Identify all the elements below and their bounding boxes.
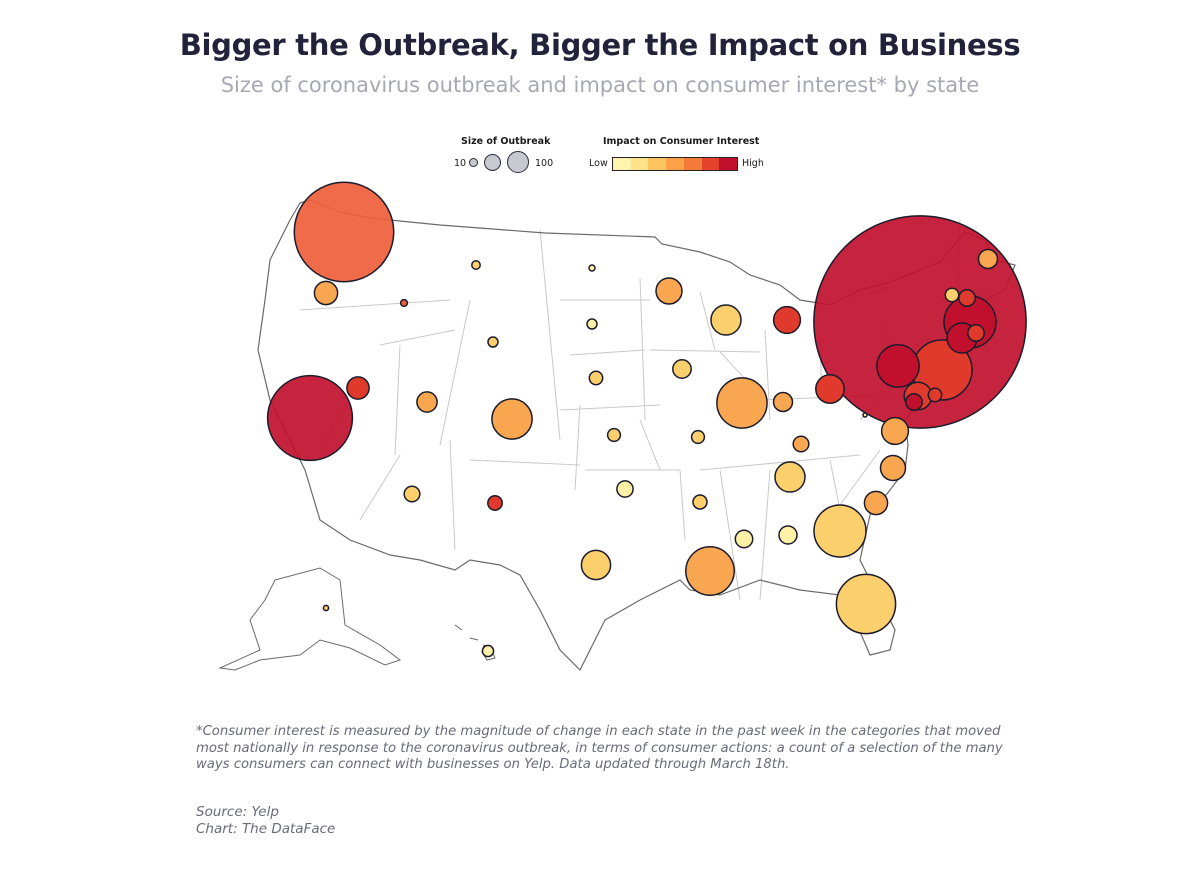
bubble-az[interactable]: [403, 485, 421, 503]
color-ramp-step-6: [701, 158, 720, 170]
color-ramp-step-7: [719, 158, 738, 170]
bubble-wi[interactable]: [710, 304, 742, 336]
bubble-or[interactable]: [313, 280, 339, 306]
bubble-mi[interactable]: [772, 305, 802, 335]
bubble-wy[interactable]: [487, 336, 499, 348]
bubble-pa[interactable]: [876, 344, 920, 388]
chart-subtitle: Size of coronavirus outbreak and impact …: [220, 73, 980, 97]
us-outline: [257, 199, 1016, 672]
bubble-layer: [266, 181, 1027, 658]
bubble-ak[interactable]: [322, 604, 330, 612]
bubble-wa[interactable]: [293, 181, 395, 283]
color-legend-low-label: Low: [589, 158, 608, 169]
color-ramp-step-5: [683, 158, 702, 170]
bubble-fl[interactable]: [835, 573, 897, 635]
bubble-ca[interactable]: [266, 374, 354, 462]
bubble-sc[interactable]: [863, 490, 889, 516]
color-ramp-step-4: [666, 158, 684, 170]
bubble-wv[interactable]: [862, 412, 868, 418]
chart-credit: Chart: The DataFace: [196, 821, 336, 837]
bubble-ks[interactable]: [606, 427, 622, 443]
bubble-ga[interactable]: [813, 504, 867, 558]
bubble-ar[interactable]: [692, 494, 708, 510]
size-legend-medium-circle: [484, 154, 501, 171]
bubble-tx[interactable]: [580, 549, 612, 581]
bubble-nm[interactable]: [487, 495, 503, 511]
bubble-ms[interactable]: [734, 529, 754, 549]
bubble-al[interactable]: [778, 525, 798, 545]
size-legend-min-label: 10: [454, 158, 467, 169]
bubble-il[interactable]: [716, 377, 768, 429]
size-legend-max-label: 100: [535, 158, 554, 169]
alaska-outline: [218, 567, 402, 671]
bubble-ok[interactable]: [616, 480, 634, 498]
bubble-mt[interactable]: [471, 260, 481, 270]
bubble-in[interactable]: [772, 391, 794, 413]
color-legend-title: Impact on Consumer Interest: [603, 136, 760, 147]
bubble-id[interactable]: [399, 298, 409, 308]
bubble-hi[interactable]: [481, 644, 495, 658]
bubble-ut[interactable]: [416, 391, 438, 413]
footnote: *Consumer interest is measured by the ma…: [196, 724, 1003, 772]
bubble-sd[interactable]: [586, 318, 598, 330]
bubble-tn[interactable]: [774, 461, 806, 493]
color-legend-high-label: High: [742, 158, 764, 169]
bubble-nc[interactable]: [879, 454, 907, 482]
bubble-vt[interactable]: [944, 287, 960, 303]
bubble-me[interactable]: [977, 248, 999, 270]
bubble-nv[interactable]: [346, 376, 370, 400]
bubble-ri[interactable]: [967, 324, 985, 342]
bubble-co[interactable]: [491, 398, 533, 440]
bubble-la[interactable]: [685, 546, 735, 596]
size-legend-title: Size of Outbreak: [461, 136, 551, 147]
bubble-dc[interactable]: [905, 393, 923, 411]
color-ramp-step-1: [613, 158, 631, 170]
bubble-ky[interactable]: [792, 435, 810, 453]
color-legend-ramp: [612, 157, 738, 171]
bubble-nh[interactable]: [958, 289, 976, 307]
bubble-nd[interactable]: [588, 264, 596, 272]
color-ramp-step-2: [630, 158, 649, 170]
bubble-ny[interactable]: [813, 215, 1027, 429]
bubble-va[interactable]: [880, 416, 910, 446]
bubble-de[interactable]: [927, 387, 943, 403]
source-note: Source: Yelp: [196, 804, 279, 820]
size-legend-small-circle: [469, 158, 478, 167]
size-legend-large-circle: [507, 151, 529, 173]
bubble-ne[interactable]: [588, 370, 604, 386]
bubble-mn[interactable]: [655, 277, 683, 305]
bubble-mo[interactable]: [690, 429, 706, 445]
chart-title: Bigger the Outbreak, Bigger the Impact o…: [179, 28, 1021, 62]
color-ramp-step-3: [648, 158, 667, 170]
bubble-oh[interactable]: [815, 374, 845, 404]
bubble-ia[interactable]: [672, 359, 692, 379]
